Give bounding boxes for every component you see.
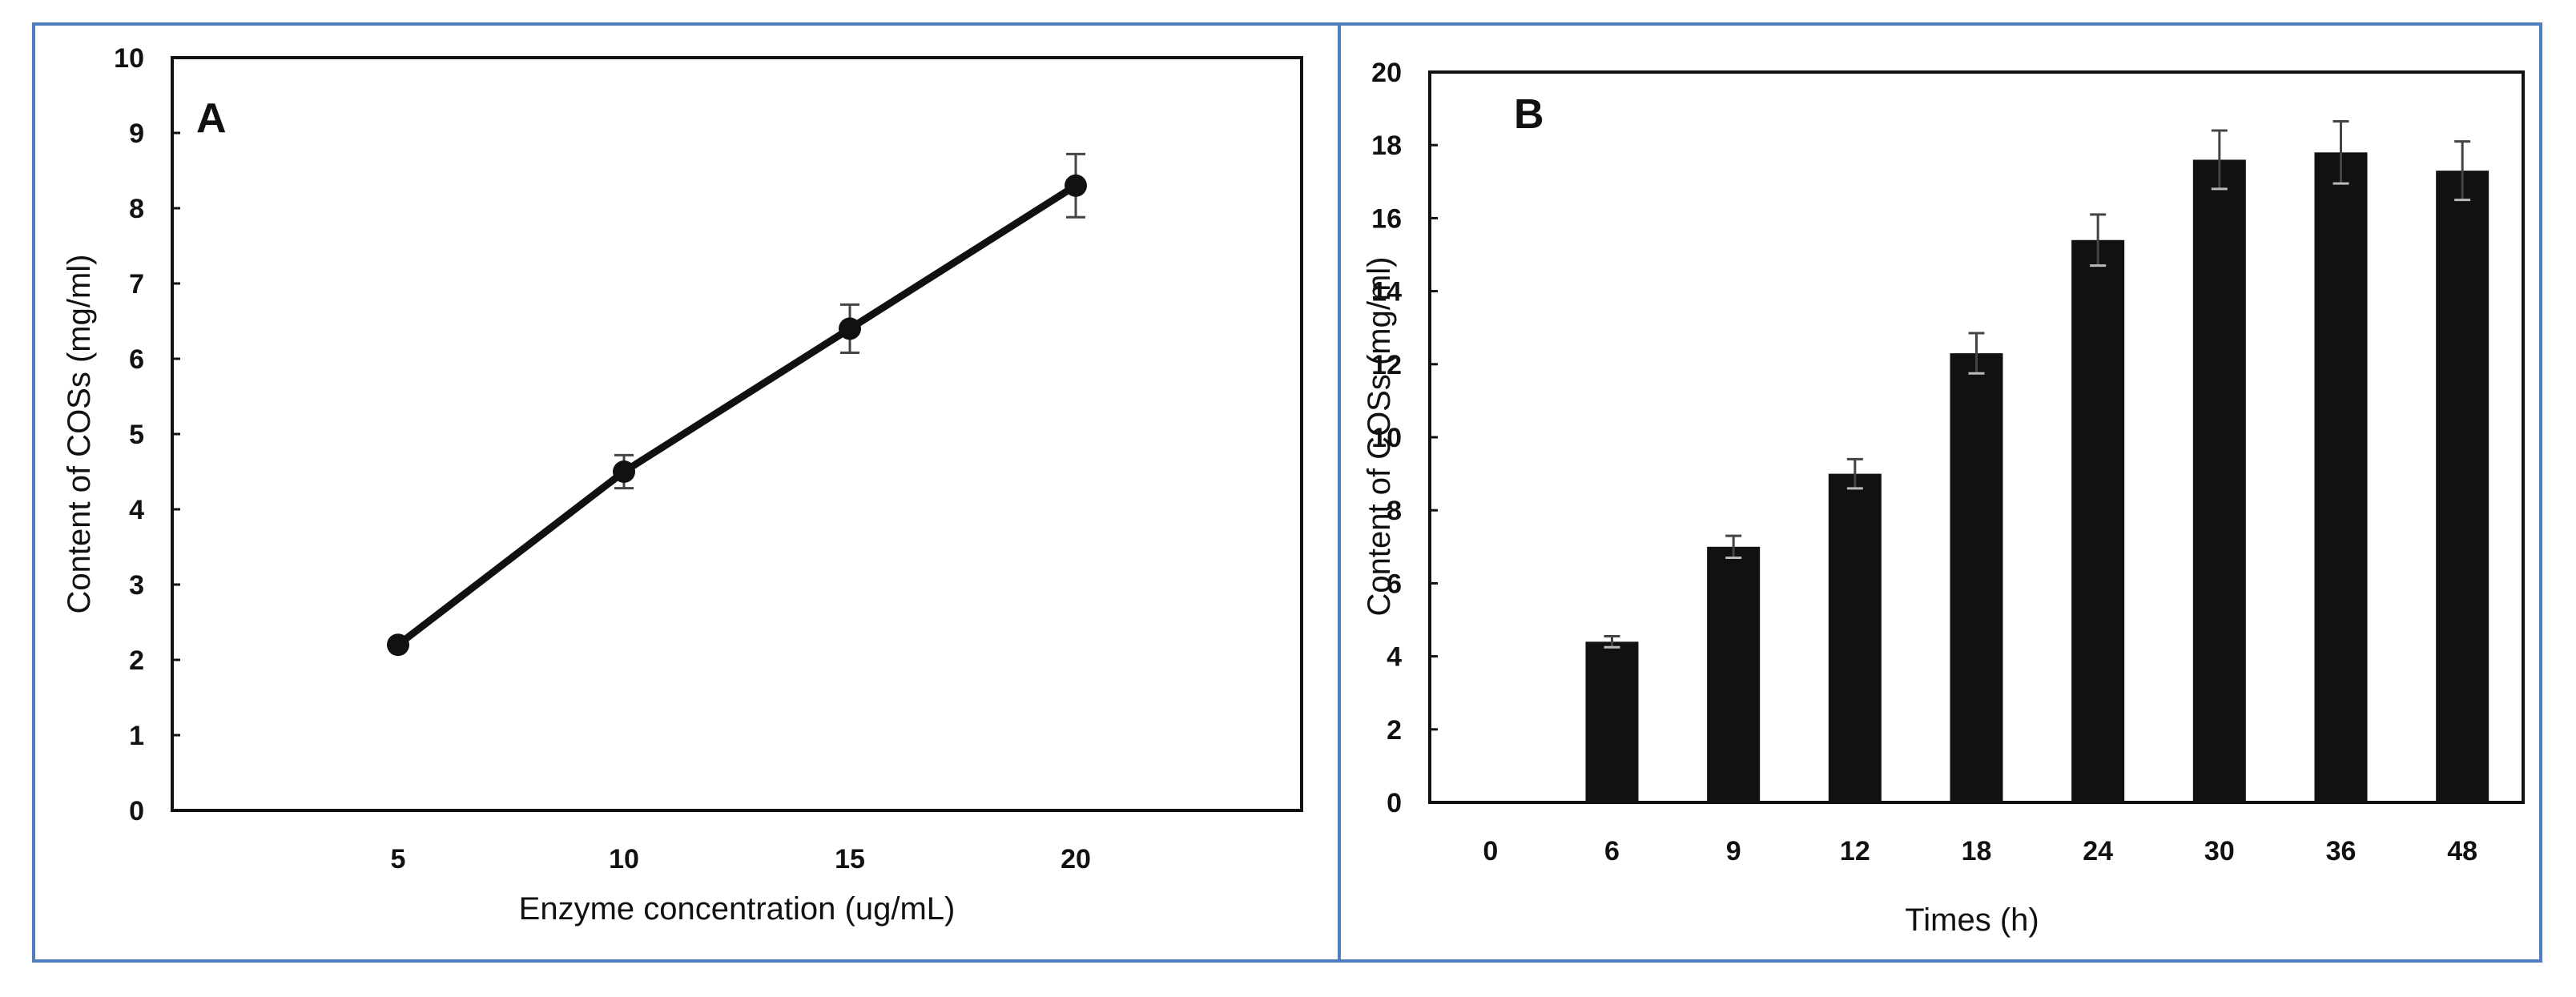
chart-b-y-tick-label: 14 bbox=[1371, 277, 1402, 308]
panel-a-frame bbox=[32, 22, 1341, 963]
chart-a-x-axis-title: Enzyme concentration (ug/mL) bbox=[519, 891, 956, 927]
chart-b-panel-letter: B bbox=[1514, 91, 1544, 138]
chart-b-bar bbox=[2192, 159, 2246, 802]
chart-a-y-tick-label: 2 bbox=[129, 645, 144, 676]
chart-b-bar bbox=[1707, 546, 1761, 802]
chart-b-bar bbox=[1950, 353, 2003, 802]
chart-a-x-tick-label: 5 bbox=[391, 844, 406, 874]
chart-b-x-tick-label: 0 bbox=[1483, 836, 1498, 866]
chart-a-y-tick-label: 3 bbox=[129, 570, 144, 601]
chart-b-x-tick-label: 24 bbox=[2083, 836, 2113, 866]
chart-a-data-point bbox=[839, 317, 861, 340]
chart-b-x-tick-label: 18 bbox=[1962, 836, 1992, 866]
chart-b-x-tick-label: 9 bbox=[1726, 836, 1741, 866]
chart-b-y-tick-label: 4 bbox=[1387, 642, 1402, 673]
chart-b-y-tick-label: 0 bbox=[1387, 788, 1402, 818]
chart-b-x-tick-label: 6 bbox=[1604, 836, 1620, 866]
chart-b-bar bbox=[2436, 171, 2489, 802]
chart-a-y-tick-label: 8 bbox=[129, 194, 144, 224]
chart-b-y-tick-label: 10 bbox=[1371, 423, 1402, 453]
panel-b-frame bbox=[1338, 22, 2542, 963]
chart-b-x-axis-title: Times (h) bbox=[1905, 903, 2039, 938]
chart-a-y-axis-title: Content of COSs (mg/ml) bbox=[62, 254, 97, 613]
chart-b: B Times (h) Content of COSs (mg/ml) 0246… bbox=[1362, 58, 2525, 938]
chart-a-y-tick-label: 1 bbox=[129, 721, 144, 751]
chart-a-series-line bbox=[396, 182, 1078, 648]
chart-a-data-point bbox=[613, 460, 635, 483]
chart-a-y-tick-label: 4 bbox=[129, 495, 144, 525]
chart-b-bar bbox=[2314, 152, 2368, 802]
chart-a-x-tick-label: 15 bbox=[835, 844, 865, 874]
chart-b-x-tick-label: 30 bbox=[2204, 836, 2235, 866]
chart-b-bar bbox=[1828, 473, 1882, 802]
chart-a-y-tick-label: 9 bbox=[129, 119, 144, 149]
chart-b-y-axis-title: Content of COSs (mg/ml) bbox=[1362, 256, 1397, 616]
chart-a-x-tick-label: 20 bbox=[1061, 844, 1091, 874]
chart-a-plot-area bbox=[171, 56, 1303, 812]
chart-a-data-point bbox=[1065, 174, 1087, 197]
chart-b-y-tick-label: 20 bbox=[1371, 58, 1402, 88]
chart-b-y-tick-label: 6 bbox=[1387, 569, 1402, 599]
chart-a-y-tick-label: 7 bbox=[129, 269, 144, 300]
chart-b-y-tick-label: 12 bbox=[1371, 350, 1402, 380]
chart-b-y-tick-label: 2 bbox=[1387, 715, 1402, 746]
chart-b-y-tick-label: 8 bbox=[1387, 496, 1402, 526]
chart-b-y-tick-label: 18 bbox=[1371, 131, 1402, 161]
chart-a-panel-letter: A bbox=[196, 95, 227, 142]
chart-b-x-tick-label: 12 bbox=[1840, 836, 1870, 866]
chart-b-x-tick-label: 48 bbox=[2447, 836, 2477, 866]
chart-a-y-tick-label: 0 bbox=[129, 796, 144, 826]
chart-a-y-tick-label: 5 bbox=[129, 420, 144, 450]
chart-b-y-tick-label: 16 bbox=[1371, 203, 1402, 234]
chart-b-bar bbox=[1585, 641, 1639, 802]
chart-a-data-point bbox=[387, 633, 409, 657]
chart-a-y-tick-label: 6 bbox=[129, 344, 144, 375]
chart-b-x-tick-label: 36 bbox=[2326, 836, 2357, 866]
chart-a-y-tick-label: 10 bbox=[114, 43, 144, 74]
chart-a: A Enzyme concentration (ug/mL) Content o… bbox=[62, 43, 1303, 927]
chart-b-bar bbox=[2071, 239, 2125, 802]
chart-a-x-tick-label: 10 bbox=[609, 844, 639, 874]
